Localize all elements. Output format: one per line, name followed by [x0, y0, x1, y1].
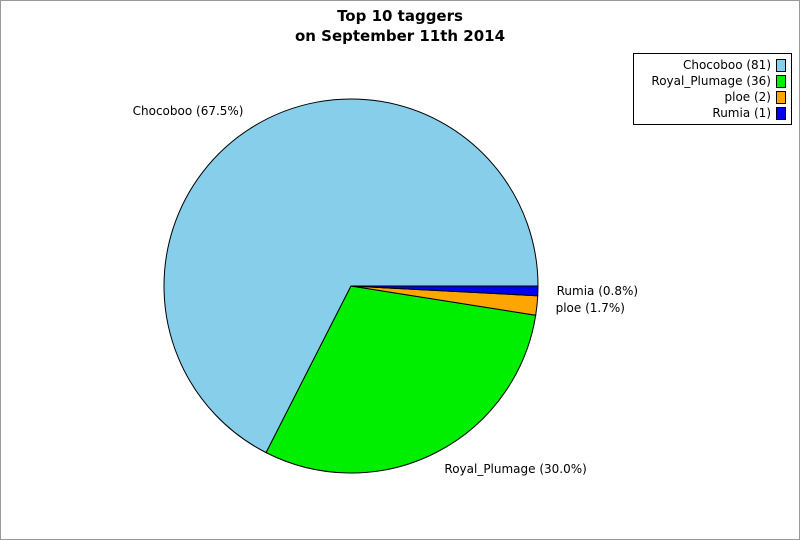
- pie-slice-Chocoboo: [163, 98, 539, 454]
- chart-title-line2: on September 11th 2014: [294, 27, 506, 45]
- legend-label-Chocoboo: Chocoboo (81): [682, 58, 771, 72]
- legend-label-Rumia: Rumia (1): [712, 106, 771, 120]
- legend-row-Royal_Plumage: Royal_Plumage (36): [637, 73, 786, 89]
- legend-swatch-Rumia: [776, 106, 786, 120]
- slice-label-Royal_Plumage: Royal_Plumage (30.0%): [444, 462, 587, 477]
- legend-label-Royal_Plumage: Royal_Plumage (36): [651, 74, 771, 88]
- legend-swatch-Royal_Plumage: [776, 74, 786, 88]
- legend: Chocoboo (81) Royal_Plumage (36) ploe (2) R…: [633, 53, 792, 125]
- slice-label-Rumia: Rumia (0.8%): [556, 284, 639, 299]
- legend-row-Rumia: Rumia (1): [637, 105, 786, 121]
- pie-slice-Rumia: [350, 285, 539, 297]
- legend-label-ploe: ploe (2): [724, 90, 772, 104]
- slice-label-ploe: ploe (1.7%): [555, 300, 625, 315]
- slice-label-Chocoboo: Chocoboo (67.5%): [132, 103, 244, 118]
- chart-title: Top 10 taggers on September 11th 2014: [1, 6, 799, 46]
- legend-row-ploe: ploe (2): [637, 89, 786, 105]
- legend-swatch-ploe: [776, 90, 786, 104]
- chart-title-line1: Top 10 taggers: [337, 7, 463, 25]
- pie-slice-Royal_Plumage: [265, 285, 537, 474]
- legend-row-Chocoboo: Chocoboo (81): [637, 57, 786, 73]
- legend-swatch-Chocoboo: [776, 58, 786, 72]
